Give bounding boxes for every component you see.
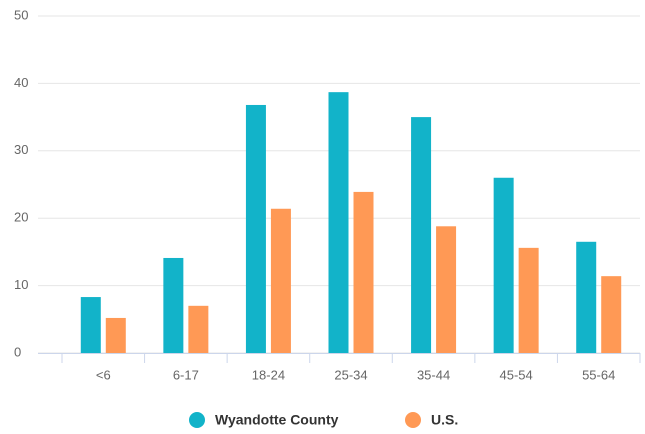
legend-label: Wyandotte County <box>215 412 339 428</box>
bar <box>245 104 266 353</box>
bar <box>576 241 597 353</box>
bar <box>163 257 184 353</box>
y-tick-label: 0 <box>14 344 21 359</box>
bar <box>270 208 291 353</box>
x-tick-label: <6 <box>96 367 111 382</box>
x-tick-label: 35-44 <box>417 367 450 382</box>
bar <box>80 297 101 353</box>
legend-marker <box>189 412 205 428</box>
bar <box>353 191 374 353</box>
x-tick-label: 55-64 <box>582 367 615 382</box>
y-tick-label: 40 <box>14 75 28 90</box>
x-tick-label: 25-34 <box>334 367 367 382</box>
legend-label: U.S. <box>431 412 458 428</box>
y-tick-label: 20 <box>14 210 28 225</box>
bar <box>188 305 209 353</box>
y-tick-label: 50 <box>14 7 28 22</box>
x-tick-label: 6-17 <box>173 367 199 382</box>
x-tick-label: 18-24 <box>252 367 285 382</box>
bar <box>493 177 514 353</box>
y-tick-label: 30 <box>14 142 28 157</box>
legend-marker <box>405 412 421 428</box>
bar <box>518 247 539 353</box>
bar <box>411 117 432 353</box>
x-tick-label: 45-54 <box>500 367 533 382</box>
bar <box>436 226 457 353</box>
bar <box>105 317 126 353</box>
bar <box>328 92 349 354</box>
y-tick-label: 10 <box>14 277 28 292</box>
bar <box>601 276 622 353</box>
